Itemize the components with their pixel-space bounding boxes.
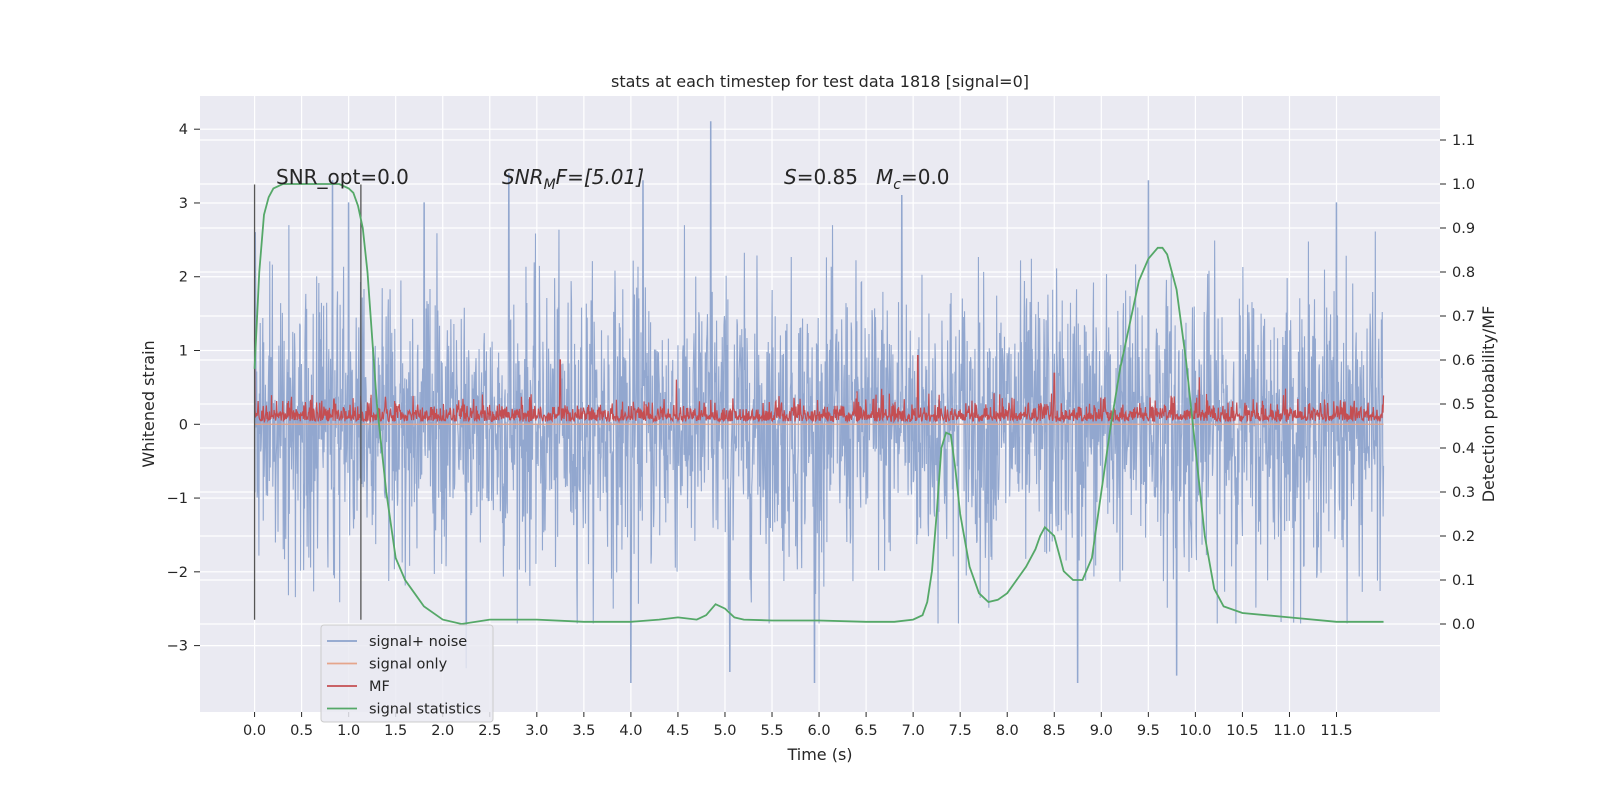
annotation-snr-mf: SNRMF=[5.01] bbox=[502, 165, 644, 193]
grid bbox=[200, 96, 1440, 712]
annotation-snr-opt: SNR_opt=0.0 bbox=[276, 165, 409, 189]
x-tick-label: 4.5 bbox=[666, 723, 689, 739]
x-tick-label: 6.0 bbox=[808, 723, 831, 739]
legend: signal+ noise signal only MF signal statist… bbox=[320, 624, 494, 723]
chart-title: stats at each timestep for test data 181… bbox=[611, 72, 1029, 91]
x-tick-label: 2.5 bbox=[478, 723, 501, 739]
x-tick-label: 10.5 bbox=[1226, 723, 1258, 739]
legend-box bbox=[320, 624, 494, 723]
x-tick-label: 0.0 bbox=[243, 723, 266, 739]
legend-label: signal+ noise bbox=[369, 634, 467, 650]
x-tick-label: 0.5 bbox=[290, 723, 313, 739]
x-tick-label: 6.5 bbox=[855, 723, 878, 739]
annotation-s-mc: S=0.85 Mc=0.0 bbox=[784, 165, 950, 193]
y-tick-label-left: −1 bbox=[167, 491, 188, 507]
y-tick-label-left: −2 bbox=[167, 565, 188, 581]
series-signal-noise bbox=[254, 121, 1385, 684]
x-tick-label: 9.5 bbox=[1137, 723, 1160, 739]
x-tick-label: 2.0 bbox=[431, 723, 454, 739]
s-value: =0.85 bbox=[797, 165, 858, 189]
y-tick-label-right: 1.1 bbox=[1452, 133, 1475, 149]
snr-mf-value: F=[5.01] bbox=[556, 165, 644, 189]
x-tick-label: 8.0 bbox=[996, 723, 1019, 739]
x-tick-label: 11.0 bbox=[1273, 723, 1305, 739]
y-tick-label-right: 0.1 bbox=[1452, 573, 1475, 589]
y-tick-label-right: 0.2 bbox=[1452, 529, 1475, 545]
series-mf bbox=[253, 337, 1385, 424]
y-tick-label-right: 0.5 bbox=[1452, 397, 1475, 413]
mc-symbol: M bbox=[876, 165, 893, 189]
snr-mf-subscript: M bbox=[544, 177, 556, 193]
x-tick-label: 8.5 bbox=[1043, 723, 1066, 739]
y-tick-label-left: −3 bbox=[167, 639, 188, 655]
x-tick-label: 7.0 bbox=[902, 723, 925, 739]
mc-value: =0.0 bbox=[901, 165, 950, 189]
s-symbol: S bbox=[784, 165, 797, 189]
y-tick-label-right: 1.0 bbox=[1452, 177, 1475, 193]
x-axis-label: Time (s) bbox=[786, 745, 852, 764]
legend-label: MF bbox=[369, 679, 390, 695]
y-tick-label-right: 0.9 bbox=[1452, 221, 1475, 237]
legend-label: signal statistics bbox=[369, 702, 481, 718]
x-tick-label: 1.5 bbox=[384, 723, 407, 739]
y-tick-label-left: 1 bbox=[179, 344, 188, 360]
x-tick-label: 7.5 bbox=[949, 723, 972, 739]
y-tick-label-right: 0.8 bbox=[1452, 265, 1475, 281]
y-tick-label-right: 0.3 bbox=[1452, 485, 1475, 501]
legend-label: signal only bbox=[369, 657, 448, 673]
x-tick-label: 3.0 bbox=[525, 723, 548, 739]
mc-subscript: c bbox=[893, 177, 901, 193]
axes: 0.0 0.5 1.0 1.5 2.0 2.5 3.0 3.5 4.0 4.5 5.0 5.5 6.0 6… bbox=[167, 122, 1475, 739]
y-tick-label-left: 3 bbox=[179, 196, 188, 212]
y-tick-label-left: 4 bbox=[179, 122, 188, 138]
y-axis-label-right: Detection probability/MF bbox=[1479, 306, 1498, 503]
y-tick-label-left: 2 bbox=[179, 270, 188, 286]
x-tick-label: 1.0 bbox=[337, 723, 360, 739]
snr-mf-symbol: SNR bbox=[502, 165, 544, 189]
y-tick-label-left: 0 bbox=[179, 417, 188, 433]
y-tick-label-right: 0.4 bbox=[1452, 441, 1475, 457]
x-tick-label: 11.5 bbox=[1320, 723, 1352, 739]
y-axis-label-left: Whitened strain bbox=[139, 340, 158, 467]
x-tick-label: 3.5 bbox=[572, 723, 595, 739]
x-tick-label: 9.0 bbox=[1090, 723, 1113, 739]
x-tick-label: 10.0 bbox=[1179, 723, 1211, 739]
series-signal-statistics bbox=[253, 183, 1384, 625]
y-tick-label-right: 0.0 bbox=[1452, 617, 1475, 633]
data-layer bbox=[253, 121, 1385, 684]
y-tick-label-right: 0.7 bbox=[1452, 309, 1475, 325]
x-tick-label: 4.0 bbox=[619, 723, 642, 739]
x-tick-label: 5.0 bbox=[713, 723, 736, 739]
y-tick-label-right: 0.6 bbox=[1452, 353, 1475, 369]
x-tick-label: 5.5 bbox=[760, 723, 783, 739]
